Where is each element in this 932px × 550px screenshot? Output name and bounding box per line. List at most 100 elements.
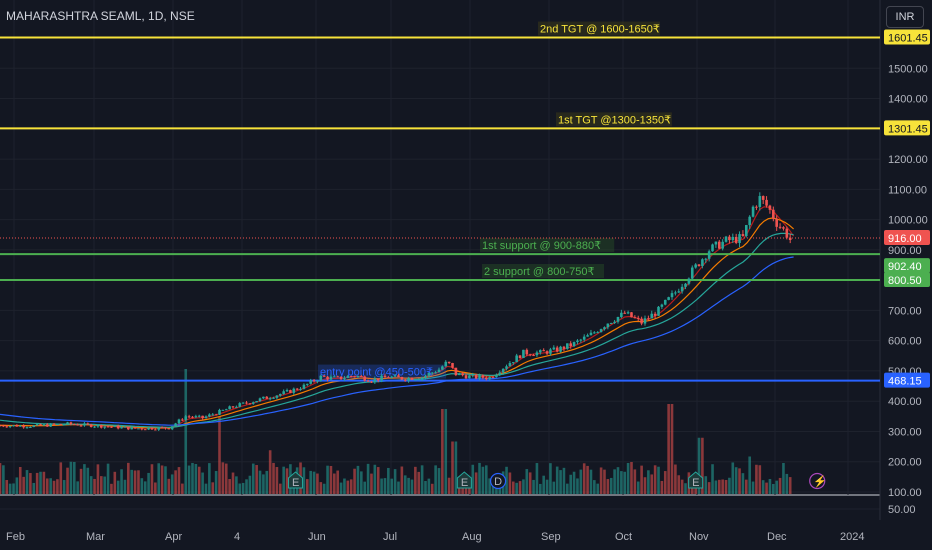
level-label: 2nd TGT @ 1600-1650₹ (540, 24, 660, 36)
volume-bar (633, 469, 637, 494)
split-icon[interactable] (809, 472, 826, 490)
candle-body (100, 425, 103, 428)
candle-body (474, 374, 478, 379)
volume-bar (539, 483, 542, 494)
candle-body (471, 374, 475, 376)
volume-bar (589, 469, 593, 494)
candle-body (356, 376, 360, 378)
candle-body (407, 378, 410, 381)
candle-body (778, 226, 782, 228)
candle-body (488, 377, 491, 380)
candle-body (606, 323, 610, 328)
candle-body (93, 426, 96, 428)
volume-bar (251, 463, 255, 494)
candle-body (478, 375, 481, 379)
x-tick-label: Jun (308, 531, 326, 543)
volume-bar (194, 463, 198, 494)
candle-body (187, 416, 191, 418)
candle-body (626, 312, 630, 314)
candle-body (32, 425, 36, 428)
y-tick-label: 200.00 (888, 457, 922, 469)
volume-bar (775, 480, 778, 494)
candle-body (292, 388, 296, 393)
candle-body (116, 425, 120, 429)
candle-body (417, 379, 421, 381)
candle-body (194, 416, 198, 418)
y-tick-label: 1200.00 (888, 154, 928, 166)
volume-bar (562, 467, 566, 494)
volume-bar (72, 461, 76, 494)
candle-body (424, 375, 427, 378)
candle-body (663, 299, 667, 305)
candle-body (130, 427, 133, 430)
volume-bar (407, 477, 410, 494)
volume-bar (657, 466, 660, 494)
volume-bar (366, 463, 370, 494)
candle-body (272, 397, 275, 399)
candle-body (630, 312, 633, 318)
candle-body (201, 415, 204, 419)
candle-body (25, 427, 29, 429)
candle-body (157, 427, 161, 430)
candle-body (18, 425, 22, 427)
volume-bar (650, 474, 654, 494)
price-tag-target (884, 120, 930, 136)
candle-body (461, 373, 464, 376)
candle-body (45, 424, 49, 427)
volume-bar (417, 471, 421, 494)
volume-bar (414, 466, 417, 494)
candle-body (251, 402, 255, 404)
volume-bar (353, 468, 356, 494)
event-markers[interactable]: E E D E ⚡ (287, 471, 827, 490)
candle-body (349, 376, 353, 378)
earnings-icon[interactable] (688, 471, 704, 489)
earnings-icon[interactable] (456, 471, 472, 489)
volume-bar (69, 461, 73, 494)
candle-body (245, 402, 248, 404)
candle-body (79, 425, 83, 427)
time-axis[interactable]: Feb Mar Apr 4 Jun Jul Aug Sep Oct Nov Dec 2024 (6, 531, 864, 543)
dividend-icon[interactable] (489, 472, 507, 490)
volume-bar (403, 475, 407, 494)
volume-bar (113, 471, 117, 494)
volume-bar (103, 476, 106, 494)
volume-bar (582, 463, 586, 494)
earnings-icon[interactable] (287, 471, 303, 489)
candle-body (373, 378, 377, 383)
volume-bar (397, 481, 400, 494)
candle-body (15, 425, 19, 427)
candle-body (620, 312, 623, 317)
volume-bar (515, 482, 518, 494)
candle-body (572, 342, 576, 347)
volume-bar (788, 477, 792, 494)
earnings-icon-letter: E (461, 477, 468, 489)
volume-bar (782, 463, 785, 494)
volume-bar (214, 471, 218, 494)
volume-bar (170, 474, 174, 494)
volume-bar (647, 470, 650, 494)
candle-body (559, 346, 562, 352)
candle-body (785, 228, 789, 238)
volume-bar (380, 478, 383, 494)
volume-bar (133, 470, 137, 494)
volume-bar (39, 471, 42, 494)
volume-bar (309, 470, 312, 494)
candle-body (52, 423, 56, 425)
candle-body (400, 376, 404, 380)
volume-bar (59, 462, 63, 494)
volume-bar (670, 404, 674, 494)
candle-body (603, 327, 606, 330)
y-tick-label: 700.00 (888, 305, 922, 317)
candle-body (684, 283, 687, 287)
candle-body (150, 427, 154, 430)
candle-body (508, 363, 512, 367)
volume-bar (593, 480, 596, 494)
volume-bar (387, 467, 390, 494)
volume-bar (751, 481, 755, 494)
volume-bar (157, 463, 161, 494)
candle-body (343, 378, 346, 380)
y-tick-label: 400.00 (888, 396, 922, 408)
currency-button[interactable]: INR (886, 6, 924, 28)
volume-bar (42, 471, 46, 494)
